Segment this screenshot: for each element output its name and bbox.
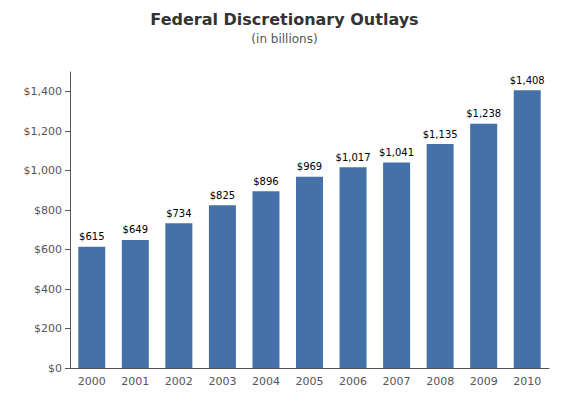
svg-text:$1,238: $1,238 [466,108,501,119]
svg-text:$1,400: $1,400 [24,85,63,98]
svg-text:2007: 2007 [383,375,411,388]
svg-text:2006: 2006 [339,375,367,388]
svg-text:2005: 2005 [296,375,324,388]
svg-text:$896: $896 [253,176,278,187]
svg-text:2001: 2001 [121,375,149,388]
svg-text:$200: $200 [34,322,62,335]
svg-text:$734: $734 [166,208,191,219]
svg-text:$1,000: $1,000 [24,164,63,177]
svg-text:$1,017: $1,017 [336,152,371,163]
svg-text:Federal Discretionary Outlays: Federal Discretionary Outlays [150,10,418,29]
svg-text:$649: $649 [123,224,148,235]
svg-text:$615: $615 [79,231,104,242]
svg-text:$0: $0 [48,362,62,375]
svg-text:$400: $400 [34,283,62,296]
svg-text:2000: 2000 [78,375,106,388]
svg-text:$1,408: $1,408 [510,75,545,86]
svg-text:(in billions): (in billions) [251,32,317,46]
svg-text:2008: 2008 [426,375,454,388]
svg-text:$1,135: $1,135 [423,129,458,140]
svg-text:2002: 2002 [165,375,193,388]
svg-text:$1,200: $1,200 [24,125,63,138]
svg-text:$800: $800 [34,204,62,217]
svg-text:2003: 2003 [208,375,236,388]
svg-text:$1,041: $1,041 [379,147,414,158]
svg-text:2004: 2004 [252,375,280,388]
svg-text:2009: 2009 [470,375,498,388]
svg-text:$825: $825 [210,190,235,201]
svg-text:$969: $969 [297,161,322,172]
svg-text:$600: $600 [34,243,62,256]
svg-text:2010: 2010 [513,375,541,388]
